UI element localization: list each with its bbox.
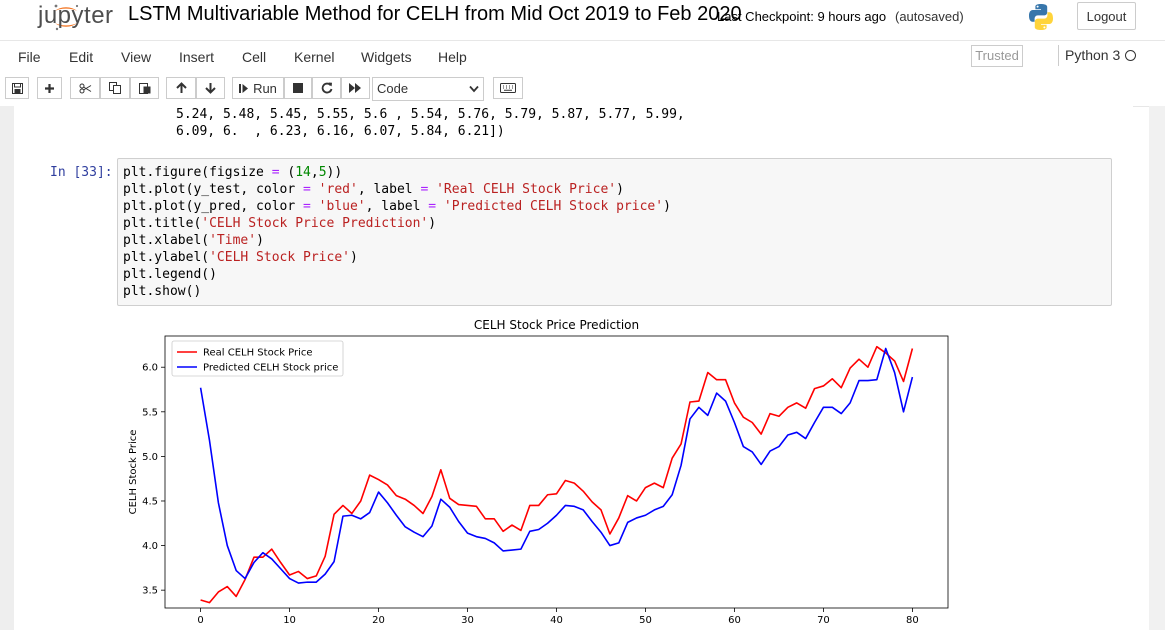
paste-button[interactable]	[130, 77, 159, 99]
input-prompt: In [33]:	[50, 165, 113, 180]
kernel-idle-icon	[1125, 50, 1136, 61]
x-tick-label: 20	[372, 615, 385, 626]
toolbar: Run	[0, 72, 1165, 107]
y-tick-label: 4.0	[142, 541, 158, 552]
arrow-down-icon	[205, 83, 216, 94]
menu-file[interactable]: File	[18, 49, 41, 65]
fast-forward-icon	[349, 83, 361, 93]
menu-kernel[interactable]: Kernel	[294, 49, 335, 65]
plot-area	[164, 335, 949, 609]
code-lines[interactable]: plt.figure(figsize = (14,5)) plt.plot(y_t…	[123, 164, 671, 300]
save-button[interactable]	[5, 77, 29, 99]
copy-button[interactable]	[100, 77, 130, 99]
restart-button[interactable]	[312, 77, 341, 99]
notebook-title[interactable]: LSTM Multivariable Method for CELH from …	[128, 3, 742, 25]
x-tick-label: 40	[550, 615, 563, 626]
code-line: plt.legend()	[123, 267, 217, 282]
plus-icon	[45, 83, 54, 93]
chevron-down-icon	[469, 85, 479, 93]
x-tick-label: 70	[817, 615, 830, 626]
code-line: plt.xlabel('Time')	[123, 233, 264, 248]
series-line-real	[200, 345, 914, 604]
kernel-name[interactable]: Python 3	[1065, 47, 1121, 63]
insert-cell-button[interactable]	[37, 77, 62, 99]
menu-help[interactable]: Help	[438, 49, 467, 65]
legend-label: Real CELH Stock Price	[203, 348, 313, 359]
run-button[interactable]: Run	[232, 77, 284, 99]
command-palette-button[interactable]	[493, 77, 523, 99]
x-tick-label: 60	[728, 615, 741, 626]
previous-cell-output: 5.24, 5.48, 5.45, 5.55, 5.6 , 5.54, 5.76…	[176, 106, 685, 140]
x-tick-label: 50	[639, 615, 652, 626]
code-line: plt.plot(y_test, color = 'red', label = …	[123, 182, 624, 197]
legend-label: Predicted CELH Stock price	[203, 363, 338, 374]
scrollbar[interactable]	[1149, 106, 1165, 630]
move-up-button[interactable]	[166, 77, 196, 99]
cell-type-select[interactable]: Code	[372, 77, 484, 101]
python-logo-icon	[1029, 4, 1053, 30]
chart-figure: CELH Stock Price Prediction CELH Stock Pr…	[117, 312, 967, 630]
code-line: plt.title('CELH Stock Price Prediction')	[123, 216, 437, 231]
autosave-status: (autosaved)	[895, 9, 964, 24]
save-icon	[11, 82, 23, 94]
line-chart: CELH Stock Price Prediction CELH Stock Pr…	[128, 318, 949, 626]
x-tick-label: 80	[906, 615, 919, 626]
jupyter-logo-text[interactable]: jupyter	[38, 2, 114, 29]
stop-icon	[293, 83, 303, 93]
legend-box	[171, 340, 344, 377]
code-cell-editor[interactable]	[117, 158, 1112, 306]
menu-widgets[interactable]: Widgets	[361, 49, 412, 65]
interrupt-button[interactable]	[284, 77, 312, 99]
move-down-button[interactable]	[196, 77, 225, 99]
arrow-up-icon	[175, 82, 187, 93]
trusted-indicator[interactable]: Trusted	[971, 45, 1023, 67]
output-line: 6.09, 6. , 6.23, 6.16, 6.07, 5.84, 6.21]…	[176, 124, 505, 139]
y-axis-label: CELH Stock Price	[128, 430, 139, 515]
logout-button[interactable]: Logout	[1077, 2, 1136, 30]
y-tick-label: 5.5	[142, 407, 158, 418]
step-forward-icon	[239, 83, 249, 93]
output-line: 5.24, 5.48, 5.45, 5.55, 5.6 , 5.54, 5.76…	[176, 107, 685, 122]
scissors-icon	[79, 83, 91, 93]
restart-icon	[321, 82, 332, 94]
menubar: File Edit View Insert Cell Kernel Widget…	[0, 40, 1165, 73]
y-tick-label: 4.5	[142, 496, 158, 507]
y-tick-label: 6.0	[142, 363, 158, 374]
checkpoint-status: Last Checkpoint: 9 hours ago	[717, 9, 887, 24]
menu-edit[interactable]: Edit	[69, 49, 94, 65]
code-line: plt.ylabel('CELH Stock Price')	[123, 250, 358, 265]
x-tick-label: 10	[283, 615, 296, 626]
menu-view[interactable]: View	[121, 49, 152, 65]
x-tick-label: 30	[461, 615, 474, 626]
cell-type-value: Code	[377, 81, 409, 96]
chart-title: CELH Stock Price Prediction	[474, 318, 639, 332]
x-tick-label: 0	[197, 615, 203, 626]
code-line: plt.figure(figsize = (14,5))	[123, 165, 343, 180]
code-line: plt.plot(y_pred, color = 'blue', label =…	[123, 199, 671, 214]
copy-icon	[109, 82, 121, 94]
paste-icon	[138, 83, 150, 94]
cut-button[interactable]	[70, 77, 100, 99]
keyboard-icon	[500, 83, 516, 93]
run-label: Run	[253, 80, 277, 96]
restart-run-all-button[interactable]	[341, 77, 370, 99]
menu-cell[interactable]: Cell	[242, 49, 267, 65]
y-tick-label: 5.0	[142, 452, 158, 463]
header: jupyter LSTM Multivariable Method for CE…	[0, 0, 1165, 40]
series-line-predicted	[199, 347, 914, 584]
menu-insert[interactable]: Insert	[179, 49, 215, 65]
kernel-divider	[1058, 45, 1059, 66]
jupyter-logo-icon[interactable]	[8, 2, 126, 32]
y-tick-label: 3.5	[142, 586, 158, 597]
code-line: plt.show()	[123, 284, 202, 299]
